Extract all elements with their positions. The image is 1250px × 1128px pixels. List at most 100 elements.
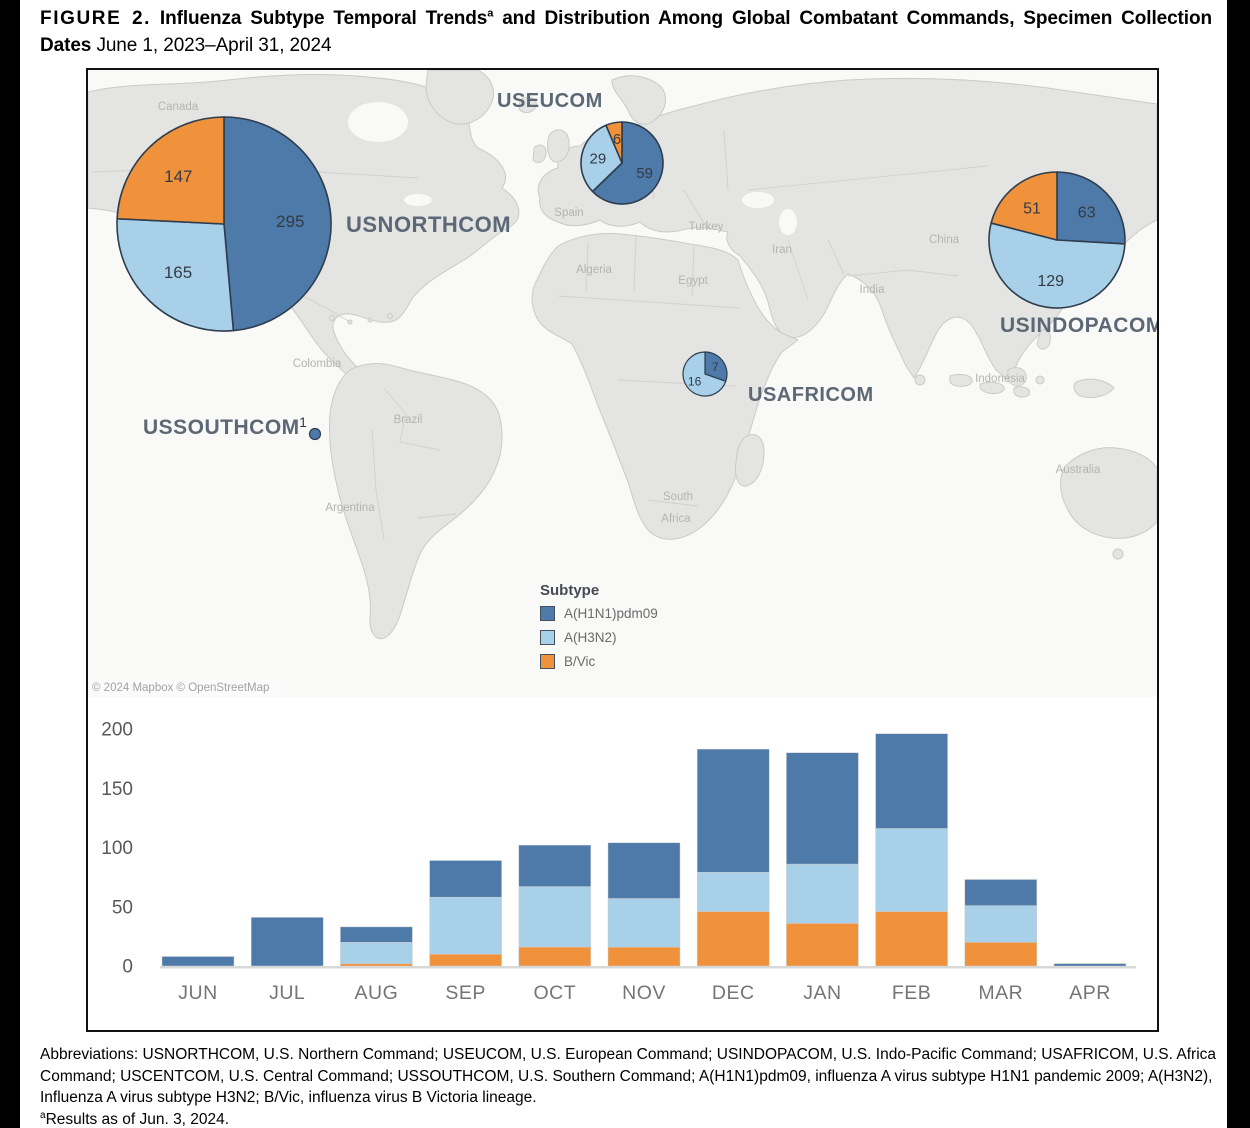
- left-black-band: [0, 0, 20, 1128]
- pie-value-label: 7: [712, 360, 719, 374]
- x-axis-label: AUG: [355, 982, 399, 1004]
- island-caribbean-3: [367, 317, 373, 323]
- pie-slice: [116, 217, 235, 332]
- pie-slice: [682, 351, 727, 397]
- legend-swatch-h3n2: [540, 630, 555, 645]
- pie-slice: [988, 222, 1126, 309]
- island-ireland: [532, 144, 547, 163]
- bar-segment-dec: [696, 911, 770, 967]
- x-axis-label: DEC: [712, 982, 755, 1004]
- bar-segment-jul: [250, 917, 324, 967]
- bar-segment-jan: [786, 863, 859, 924]
- x-axis-label: MAR: [978, 982, 1023, 1004]
- island-java: [979, 381, 1005, 395]
- bar-segment-sep: [429, 897, 502, 955]
- pie-value-label: 51: [1023, 200, 1041, 217]
- legend-item-bvic: B/Vic: [540, 654, 658, 669]
- subtype-legend: Subtype A(H1N1)pdm09 A(H3N2) B/Vic: [540, 582, 658, 678]
- bar-segment-nov: [607, 946, 681, 967]
- pie-value-label: 63: [1078, 205, 1096, 222]
- figure-title: FIGURE 2. Influenza Subtype Temporal Tre…: [40, 6, 1212, 60]
- pie-usafricom: 7 16 USAFRICOM: [682, 351, 874, 406]
- island-srilanka: [914, 374, 926, 386]
- island-sumatra: [949, 373, 973, 387]
- pie-slice: [580, 124, 623, 193]
- command-pie-charts: 295 165 147 USNORTHCOM 59 29 6 USEUCOM 63 129 51 US…: [116, 90, 1157, 441]
- x-axis-label: APR: [1069, 982, 1111, 1004]
- pie-value-label: 6: [613, 131, 621, 148]
- legend-item-h1n1: A(H1N1)pdm09: [540, 606, 658, 621]
- command-label: USEUCOM: [497, 90, 603, 112]
- country-borders: [91, 129, 989, 541]
- pie-slice: [223, 116, 332, 332]
- map-label-china: China: [929, 234, 960, 246]
- x-axis-label: OCT: [533, 982, 576, 1004]
- command-label: USSOUTHCOM: [143, 416, 300, 439]
- legend-swatch-bvic: [540, 654, 555, 669]
- continent-australia: [1060, 447, 1157, 539]
- pie-value-label: 59: [636, 165, 653, 182]
- right-black-band: [1227, 0, 1250, 1128]
- map-label-africa: Africa: [661, 513, 691, 525]
- world-map: Canada Colombia Brazil Argentina Spain Turkey…: [88, 70, 1157, 697]
- island-iceland: [518, 96, 537, 114]
- footnote-text: Results as of Jun. 3, 2024.: [45, 1111, 230, 1128]
- y-axis-label: 100: [101, 838, 133, 859]
- figure-footer: Abbreviations: USNORTHCOM, U.S. Northern…: [40, 1044, 1218, 1128]
- map-label-argentina: Argentina: [325, 502, 375, 514]
- footnote-marker: a: [40, 1110, 46, 1122]
- legend-item-h3n2: A(H3N2): [540, 630, 658, 645]
- bar-segment-mar: [964, 879, 1038, 906]
- map-label-india: India: [860, 284, 886, 296]
- abbreviations-text: Abbreviations: USNORTHCOM, U.S. Northern…: [40, 1046, 1217, 1107]
- x-axis-label: SEP: [445, 982, 486, 1004]
- bar-segment-feb: [875, 733, 948, 829]
- pie-slice: [990, 171, 1058, 241]
- continent-south-america: [329, 363, 503, 640]
- inland-water: [348, 102, 797, 235]
- pie-value-label: 165: [164, 263, 192, 282]
- bar-segment-feb: [875, 828, 948, 912]
- title-text-before: Influenza Subtype Temporal Trends: [159, 8, 488, 29]
- y-axis-label: 50: [112, 897, 133, 918]
- y-axis-label: 0: [122, 957, 133, 978]
- pie-value-label: 295: [276, 212, 304, 231]
- pie-slice: [591, 121, 664, 205]
- legend-label-h3n2: A(H3N2): [564, 630, 617, 645]
- map-country-labels: Canada Colombia Brazil Argentina Spain Turkey…: [158, 101, 1101, 525]
- island-uk: [547, 129, 570, 163]
- x-axis-label: FEB: [892, 982, 931, 1004]
- bar-segment-jan: [786, 752, 859, 865]
- island-caribbean-1: [329, 315, 335, 321]
- island-madagascar: [735, 434, 765, 487]
- island-sulawesi: [1035, 375, 1045, 385]
- island-borneo: [1007, 367, 1027, 387]
- x-axis-label: JUL: [269, 982, 305, 1004]
- bar-segment-apr: [1053, 963, 1127, 967]
- pie-value-label: 16: [688, 375, 702, 389]
- pie-value-label: 147: [164, 167, 192, 186]
- bar-segment-sep: [429, 860, 502, 898]
- map-label-indonesia: Indonesia: [975, 373, 1025, 385]
- bar-segment-oct: [518, 844, 592, 887]
- command-label: USINDOPACOM: [1000, 314, 1157, 337]
- x-axis-label: NOV: [622, 982, 666, 1004]
- point-value-label: 1: [299, 414, 307, 430]
- map-label-canada: Canada: [158, 101, 199, 113]
- bar-segment-jun: [161, 956, 235, 967]
- legend-title: Subtype: [540, 582, 600, 599]
- pie-slice: [605, 121, 623, 164]
- island-tasmania: [1112, 548, 1124, 560]
- x-axis-baseline: [160, 966, 1136, 969]
- bar-segment-aug: [340, 942, 413, 964]
- y-axis-label: 200: [101, 720, 133, 741]
- map-label-spain: Spain: [554, 207, 583, 219]
- bar-segment-jan: [786, 923, 859, 967]
- map-label-iran: Iran: [772, 244, 792, 256]
- bar-segment-mar: [964, 942, 1038, 967]
- map-label-brazil: Brazil: [394, 414, 423, 426]
- command-label: USAFRICOM: [748, 384, 874, 406]
- bar-segment-oct: [518, 886, 592, 948]
